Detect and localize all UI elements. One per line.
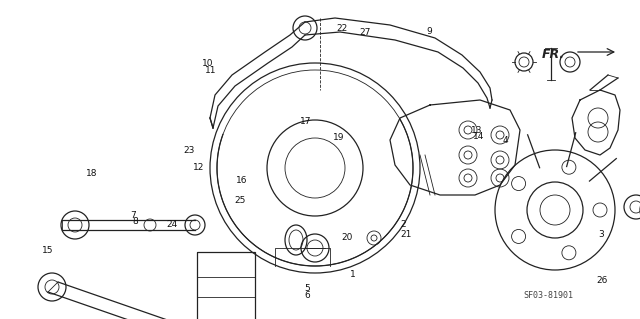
Text: 6: 6: [305, 291, 310, 300]
Bar: [197, 252, 255, 319]
Text: 20: 20: [341, 233, 353, 242]
Text: 16: 16: [236, 176, 248, 185]
Text: 1: 1: [351, 271, 356, 279]
Text: 17: 17: [300, 117, 312, 126]
Text: FR.: FR.: [542, 48, 565, 62]
Text: SF03-81901: SF03-81901: [523, 291, 573, 300]
Text: 27: 27: [359, 28, 371, 37]
Text: 9: 9: [426, 27, 431, 36]
Text: 10: 10: [202, 59, 214, 68]
Text: 12: 12: [193, 163, 204, 172]
Text: 4: 4: [503, 136, 508, 145]
Text: 26: 26: [596, 276, 607, 285]
Text: 25: 25: [234, 196, 246, 204]
Text: 7: 7: [131, 211, 136, 220]
Text: 8: 8: [133, 217, 138, 226]
Text: 5: 5: [305, 284, 310, 293]
Text: 22: 22: [337, 24, 348, 33]
Text: 13: 13: [471, 126, 483, 135]
Text: 3: 3: [599, 230, 604, 239]
Text: 21: 21: [401, 230, 412, 239]
Text: 14: 14: [473, 132, 484, 141]
Text: 15: 15: [42, 246, 54, 255]
Text: 2: 2: [401, 220, 406, 229]
Text: 23: 23: [184, 146, 195, 155]
Text: 19: 19: [333, 133, 345, 142]
Text: 18: 18: [86, 169, 97, 178]
Text: 24: 24: [166, 220, 177, 229]
Text: 11: 11: [205, 66, 217, 75]
